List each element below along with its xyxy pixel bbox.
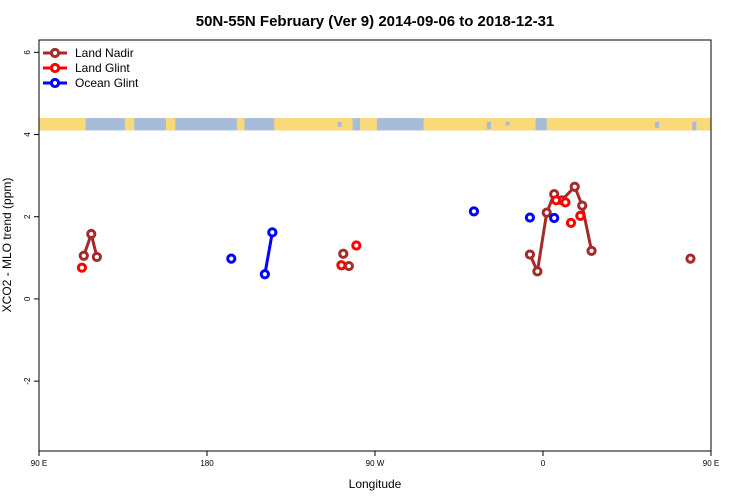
data-point-land-glint (575, 210, 586, 222)
data-point-land-glint (76, 262, 88, 273)
legend-marker (49, 77, 61, 89)
legend-label: Ocean Glint (75, 76, 139, 90)
y-tick-label: 2 (23, 214, 32, 219)
data-point-land-nadir (569, 181, 580, 192)
map-strip-land (423, 118, 536, 131)
data-point-land-nadir (524, 249, 536, 260)
data-point-ocean-glint (259, 269, 270, 280)
y-tick-label: 0 (23, 296, 32, 301)
legend-item-land-nadir: Land Nadir (43, 46, 134, 60)
x-tick-label: 90 W (366, 459, 385, 468)
legend-item-land-glint: Land Glint (43, 61, 130, 75)
data-point-land-nadir (532, 266, 543, 277)
y-tick-label: 6 (23, 50, 32, 55)
x-axis-label: Longitude (349, 477, 402, 491)
map-strip-ocean-notch (505, 121, 510, 126)
data-point-land-nadir (541, 207, 552, 218)
series-ocean-glint (226, 206, 560, 280)
map-strip-land (546, 118, 711, 131)
data-point-ocean-glint (226, 253, 237, 264)
data-point-ocean-glint (524, 212, 536, 223)
map-strip-ocean-notch (487, 121, 491, 130)
map-strip-land (39, 118, 86, 131)
series-line-ocean-glint (263, 232, 274, 275)
series-land-nadir (78, 181, 696, 277)
map-strip-land (274, 118, 353, 131)
y-tick-label: 4 (23, 132, 32, 137)
data-point-ocean-glint (468, 206, 480, 217)
legend-marker (49, 62, 61, 74)
x-tick-label: 180 (200, 459, 214, 468)
map-strip-ocean-notch (95, 121, 99, 128)
data-point-land-nadir (78, 250, 89, 261)
map-strip-land (360, 118, 377, 131)
legend-item-ocean-glint: Ocean Glint (43, 76, 139, 90)
legend-label: Land Glint (75, 61, 130, 75)
map-strip-ocean-notch (337, 121, 342, 127)
y-axis-label: XCO2 - MLO trend (ppm) (0, 178, 14, 313)
data-point-ocean-glint (549, 212, 560, 224)
data-point-land-glint (336, 260, 347, 271)
legend-marker (49, 47, 61, 59)
data-point-ocean-glint (267, 227, 278, 238)
map-strip-land (236, 118, 245, 131)
map-strip-land (165, 118, 176, 131)
map-strip-ocean-notch (655, 121, 659, 128)
map-strip-ocean-notch (692, 121, 697, 131)
y-tick-label: -2 (23, 377, 32, 385)
data-point-land-glint (565, 217, 577, 228)
data-point-land-nadir (685, 253, 696, 264)
data-point-land-glint (351, 240, 362, 251)
series-land-glint (76, 195, 586, 273)
x-tick-label: 90 E (703, 459, 719, 468)
data-point-land-nadir (338, 248, 349, 259)
x-tick-label: 90 E (31, 459, 47, 468)
plot-frame (38, 39, 712, 452)
data-point-land-nadir (577, 200, 588, 211)
data-point-land-nadir (586, 245, 597, 256)
plot-area: 90 E 180 90 W 0 90 E -2 0 2 4 6 (23, 39, 719, 468)
data-point-land-glint (550, 195, 562, 206)
legend-label: Land Nadir (75, 46, 134, 60)
data-point-land-nadir (86, 228, 97, 240)
map-strip-land (124, 118, 135, 131)
data-point-land-nadir (91, 251, 102, 263)
chart-title: 50N-55N February (Ver 9) 2014-09-06 to 2… (196, 13, 555, 30)
x-tick-label: 0 (541, 459, 546, 468)
data-point-land-glint (560, 197, 571, 208)
